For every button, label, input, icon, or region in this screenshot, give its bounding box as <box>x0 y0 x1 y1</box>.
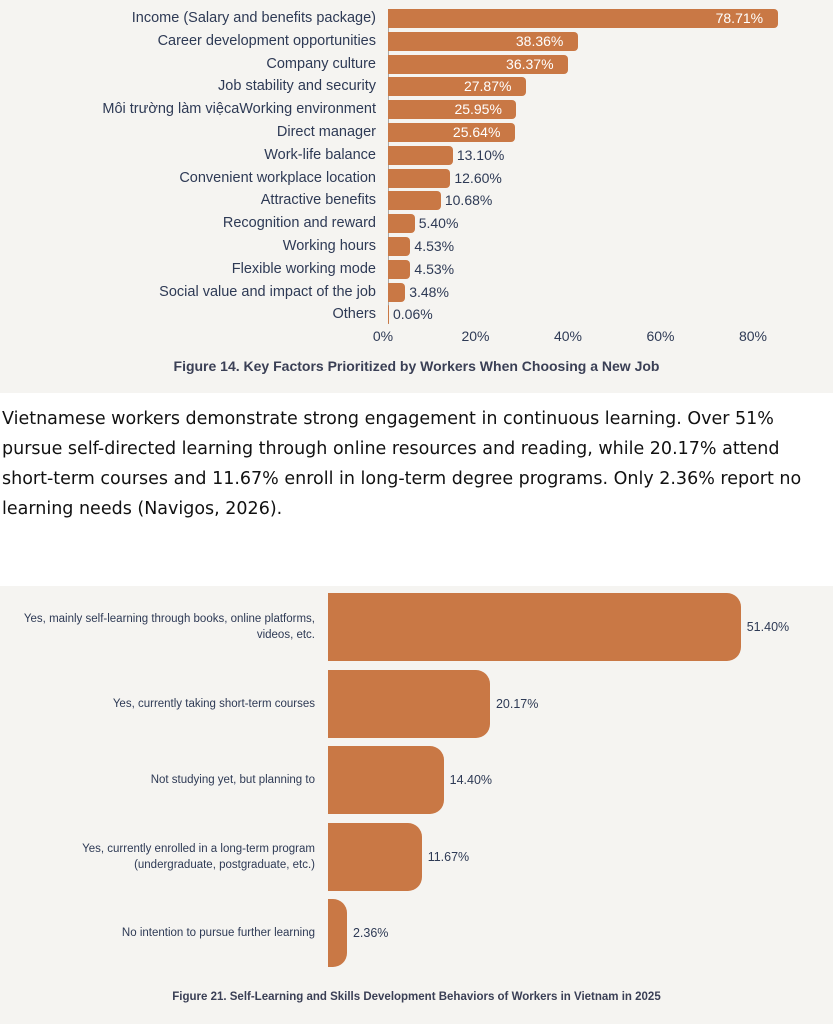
y-axis-line <box>388 12 389 324</box>
bar <box>388 77 526 97</box>
bar <box>388 282 406 302</box>
value-label: 4.53% <box>414 260 455 277</box>
x-tick-label: 40% <box>553 328 583 344</box>
value-label: 4.53% <box>414 238 455 254</box>
category-label: No intention to pursue further learning <box>121 927 315 939</box>
category-label: Yes, currently taking short-term courses <box>112 697 315 710</box>
value-label: 5.40% <box>418 215 459 232</box>
category-label: Recognition and reward <box>222 215 376 232</box>
value-label: 11.67% <box>427 849 470 864</box>
category-label: Flexible working mode <box>231 260 376 277</box>
x-tick-label: 20% <box>461 328 490 344</box>
bar <box>388 168 451 188</box>
category-label: Work-life balance <box>264 146 376 163</box>
bar <box>388 31 578 51</box>
bar-row: Convenient workplace location 12.60% <box>0 168 833 188</box>
bar-row: Work-life balance 13.10% <box>0 145 833 165</box>
category-label: Yes, currently enrolled in a long-term p… <box>82 842 315 871</box>
category-label: Môi trường làm việcaWorking environment <box>102 101 376 118</box>
category-label: Working hours <box>282 238 376 254</box>
bar-row: No intention to pursue further learning 2… <box>0 899 833 967</box>
value-label: 13.10% <box>456 146 505 163</box>
bar-row: Yes, currently enrolled in a long-term p… <box>0 822 833 891</box>
category-label: Job stability and security <box>218 78 376 95</box>
value-label: 25.95% <box>454 101 502 118</box>
bar-row: Yes, mainly self-learning through books,… <box>0 593 833 661</box>
bar <box>388 123 515 142</box>
value-label: 27.87% <box>463 78 512 95</box>
figure-14: Income (Salary and benefits package) 78.7… <box>0 0 833 393</box>
bar <box>388 237 411 256</box>
category-label: Income (Salary and benefits package) <box>131 10 376 26</box>
bar <box>388 214 415 234</box>
value-label: 38.36% <box>515 32 564 49</box>
value-label: 36.37% <box>506 55 554 72</box>
category-label: Company culture <box>266 55 376 72</box>
bar-row: Flexible working mode 4.53% <box>0 259 833 279</box>
bar <box>328 822 422 891</box>
bar <box>388 191 441 211</box>
bar-row: Attractive benefits 10.68% <box>0 190 833 211</box>
category-label: Convenient workplace location <box>179 169 376 186</box>
value-label: 78.71% <box>715 10 764 26</box>
value-label: 2.36% <box>352 926 389 940</box>
bar-row: Not studying yet, but planning to 14.40% <box>0 746 833 814</box>
x-tick-label: 0% <box>372 328 394 344</box>
bar <box>388 9 778 28</box>
bar-row: Social value and impact of the job 3.48% <box>0 282 833 302</box>
bar-row: Others 0.06% <box>0 304 833 325</box>
category-label: Social value and impact of the job <box>159 283 376 300</box>
body-paragraph: Vietnamese workers demonstrate strong en… <box>2 409 802 519</box>
value-label: 0.06% <box>393 306 433 323</box>
bar <box>388 54 569 74</box>
value-label: 25.64% <box>452 124 501 140</box>
bar <box>328 899 347 967</box>
bar-row: Income (Salary and benefits package) 78.7… <box>0 8 833 28</box>
bar-row: Recognition and reward 5.40% <box>0 213 833 234</box>
value-label: 14.40% <box>449 773 493 787</box>
bar-row: Company culture 36.37% <box>0 54 833 74</box>
value-label: 12.60% <box>454 169 502 186</box>
x-tick-label: 80% <box>738 328 768 344</box>
bar <box>328 669 490 738</box>
bar <box>328 593 741 661</box>
category-label: Others <box>332 306 376 323</box>
bar-row: Working hours 4.53% <box>0 236 833 256</box>
value-label: 20.17% <box>495 696 539 711</box>
category-label: Not studying yet, but planning to <box>150 774 315 786</box>
figure-14-caption: Figure 14. Key Factors Prioritized by Wo… <box>173 358 660 374</box>
value-label: 10.68% <box>444 192 493 209</box>
bar <box>328 746 444 814</box>
value-label: 3.48% <box>409 283 449 300</box>
bar-row: Job stability and security 27.87% <box>0 76 833 97</box>
bar-row: Direct manager 25.64% <box>0 122 833 142</box>
bar-row: Môi trường làm việcaWorking environment 2… <box>0 99 833 120</box>
bar-row: Yes, currently taking short-term courses… <box>0 669 833 738</box>
x-tick-label: 60% <box>646 328 675 344</box>
bar <box>388 305 389 325</box>
category-label: Direct manager <box>276 124 376 140</box>
figure-21: Yes, mainly self-learning through books,… <box>0 586 833 1024</box>
bar <box>388 145 453 165</box>
bar-row: Career development opportunities 38.36% <box>0 31 833 51</box>
figure-21-caption: Figure 21. Self-Learning and Skills Deve… <box>172 991 661 1003</box>
bar <box>388 100 517 120</box>
category-label: Career development opportunities <box>157 32 376 49</box>
value-label: 51.40% <box>746 620 790 634</box>
bar <box>388 259 411 279</box>
category-label: Attractive benefits <box>260 192 376 209</box>
category-label: Yes, mainly self-learning through books,… <box>23 613 315 641</box>
